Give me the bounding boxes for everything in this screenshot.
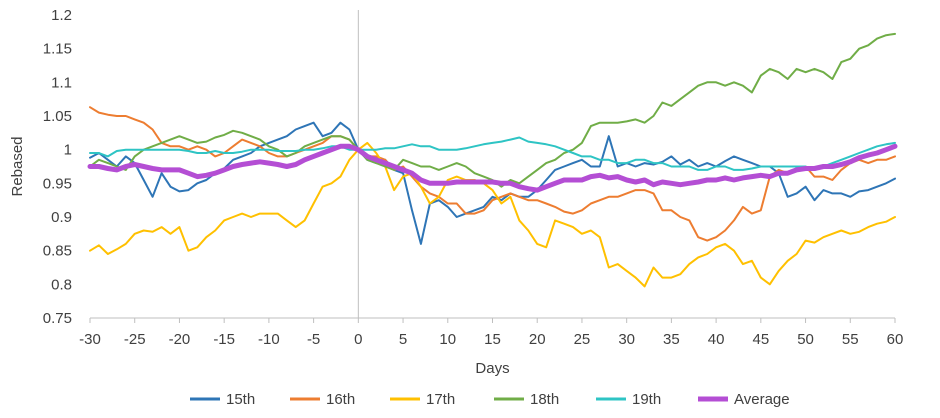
x-tick-label: 60: [887, 331, 904, 348]
legend-label-17th: 17th: [426, 391, 455, 408]
legend-label-16th: 16th: [326, 391, 355, 408]
y-tick-label: 1.15: [43, 41, 72, 58]
x-tick-label: 5: [399, 331, 407, 348]
y-tick-label: 0.85: [43, 243, 72, 260]
x-tick-label: -15: [213, 331, 235, 348]
y-tick-label: 0.75: [43, 310, 72, 327]
y-tick-label: 1.1: [51, 74, 72, 91]
y-tick-label: 0.95: [43, 175, 72, 192]
x-tick-label: 15: [484, 331, 501, 348]
x-tick-label: 30: [618, 331, 635, 348]
x-tick-label: 0: [354, 331, 362, 348]
y-tick-label: 1.05: [43, 108, 72, 125]
x-axis-ticks: -30 -25 -20 -15 -10 -5 0 5 10 15 20 25 30 35 40 45 50 55 6…: [79, 318, 903, 348]
x-tick-label: 35: [663, 331, 680, 348]
axes: 0.75 0.8 0.85 0.9 0.95 1 1.05 1.1 1.15 1.2 -30 -25…: [9, 7, 903, 377]
series-line-17th: [89, 141, 896, 288]
x-tick-label: -30: [79, 331, 101, 348]
y-axis-ticks: 0.75 0.8 0.85 0.9 0.95 1 1.05 1.1 1.15 1.2: [43, 7, 72, 327]
x-tick-label: 25: [574, 331, 591, 348]
x-tick-label: 50: [797, 331, 814, 348]
x-tick-label: 40: [708, 331, 725, 348]
legend-label-average: Average: [734, 391, 790, 408]
y-tick-label: 1: [64, 142, 72, 159]
x-tick-label: 55: [842, 331, 859, 348]
y-tick-label: 1.2: [51, 7, 72, 24]
legend-label-15th: 15th: [226, 391, 255, 408]
x-tick-label: -10: [258, 331, 280, 348]
y-axis-title: Rebased: [9, 136, 26, 196]
legend-label-18th: 18th: [530, 391, 559, 408]
series-line-average: [87, 143, 898, 193]
x-tick-label: 45: [752, 331, 769, 348]
x-tick-label: -20: [169, 331, 191, 348]
x-tick-label: -5: [307, 331, 320, 348]
x-tick-label: -25: [124, 331, 146, 348]
legend-label-19th: 19th: [632, 391, 661, 408]
series-line-19th: [89, 136, 896, 171]
x-axis-title: Days: [475, 360, 509, 377]
y-tick-label: 0.8: [51, 276, 72, 293]
series-lines: [87, 32, 898, 288]
y-tick-label: 0.9: [51, 209, 72, 226]
legend: 15th 16th 17th 18th 19th Average: [190, 391, 790, 408]
series-line-18th: [89, 32, 896, 188]
x-tick-label: 10: [439, 331, 456, 348]
x-tick-label: 20: [529, 331, 546, 348]
